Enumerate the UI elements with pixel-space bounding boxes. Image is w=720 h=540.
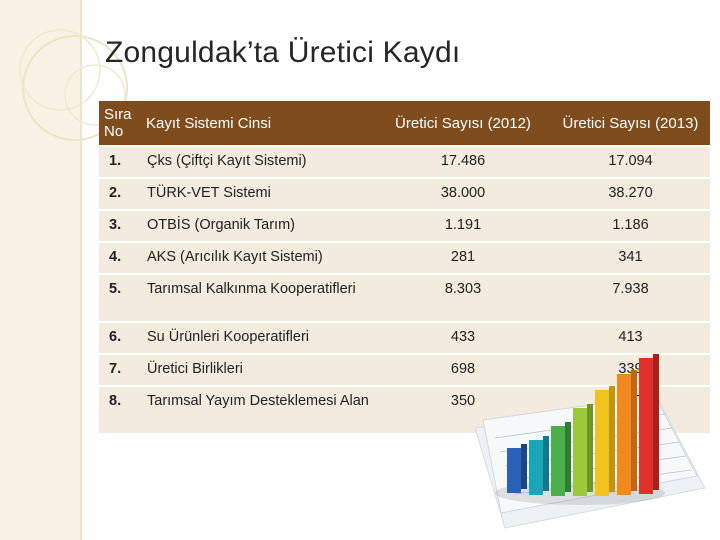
- row-system-name: Su Ürünleri Kooperatifleri: [141, 321, 375, 354]
- row-no: 4.: [99, 241, 141, 274]
- left-decorative-band: [0, 0, 80, 540]
- header-kayit-sistemi: Kayıt Sistemi Cinsi: [141, 101, 375, 146]
- row-system-name: Tarımsal Kalkınma Kooperatifleri: [141, 273, 375, 322]
- row-no: 8.: [99, 385, 141, 433]
- decorative-bar-chart-illustration: [474, 354, 706, 529]
- row-system-name: Çks (Çiftçi Kayıt Sistemi): [141, 145, 375, 178]
- header-sira-no-text: Sıra No: [104, 106, 132, 140]
- row-count-2012: 433: [375, 321, 551, 354]
- row-count-2013: 1.186: [551, 209, 710, 242]
- row-count-2012: 1.191: [375, 209, 551, 242]
- decor-bar-blue: [507, 444, 527, 493]
- row-no: 7.: [99, 353, 141, 386]
- header-2012: Üretici Sayısı (2012): [375, 101, 551, 146]
- row-count-2012: 17.486: [375, 145, 551, 178]
- row-count-2013: 7.938: [551, 273, 710, 322]
- header-sira-no: Sıra No: [99, 101, 141, 146]
- row-no: 5.: [99, 273, 141, 322]
- table-row: 4. AKS (Arıcılık Kayıt Sistemi) 281 341: [99, 241, 710, 274]
- decor-bar-green: [551, 422, 571, 496]
- table-row: 1. Çks (Çiftçi Kayıt Sistemi) 17.486 17.…: [99, 145, 710, 178]
- row-system-name: Tarımsal Yayım Desteklemesi Alan: [141, 385, 375, 433]
- decorative-circles: [19, 29, 128, 141]
- row-system-name: AKS (Arıcılık Kayıt Sistemi): [141, 241, 375, 274]
- decor-bar-lime: [573, 404, 593, 496]
- table-row: 7. Üretici Birlikleri 698 339: [99, 353, 710, 386]
- table-row: 3. OTBİS (Organik Tarım) 1.191 1.186: [99, 209, 710, 242]
- row-system-name: Üretici Birlikleri: [141, 353, 375, 386]
- row-system-name: TÜRK-VET Sistemi: [141, 177, 375, 210]
- table-row: 6. Su Ürünleri Kooperatifleri 433 413: [99, 321, 710, 354]
- row-no: 1.: [99, 145, 141, 178]
- row-count-2013: 341: [551, 241, 710, 274]
- decor-bar-orange: [617, 370, 637, 495]
- row-count-2012: 8.303: [375, 273, 551, 322]
- decor-bar-red: [639, 354, 659, 494]
- table-row: 2. TÜRK-VET Sistemi 38.000 38.270: [99, 177, 710, 210]
- row-count-2013: 339: [551, 353, 710, 386]
- decor-bar-yellow: [595, 386, 615, 496]
- header-2013: Üretici Sayısı (2013): [551, 101, 710, 146]
- decor-bar-teal: [529, 436, 549, 495]
- row-count-2012: 38.000: [375, 177, 551, 210]
- row-no: 3.: [99, 209, 141, 242]
- table-row: 5. Tarımsal Kalkınma Kooperatifleri 8.30…: [99, 273, 710, 322]
- page-title: Zonguldak’ta Üretici Kaydı: [105, 36, 461, 69]
- row-count-2012: 350: [375, 385, 551, 433]
- row-count-2012: 281: [375, 241, 551, 274]
- row-count-2013: 17.094: [551, 145, 710, 178]
- table-header-row: Sıra No Kayıt Sistemi Cinsi Üretici Sayı…: [99, 101, 710, 146]
- row-count-2012: 698: [375, 353, 551, 386]
- row-no: 2.: [99, 177, 141, 210]
- row-system-name: OTBİS (Organik Tarım): [141, 209, 375, 242]
- row-no: 6.: [99, 321, 141, 354]
- row-count-2013: 38.270: [551, 177, 710, 210]
- row-count-2013: 413: [551, 321, 710, 354]
- left-divider-line: [80, 0, 82, 540]
